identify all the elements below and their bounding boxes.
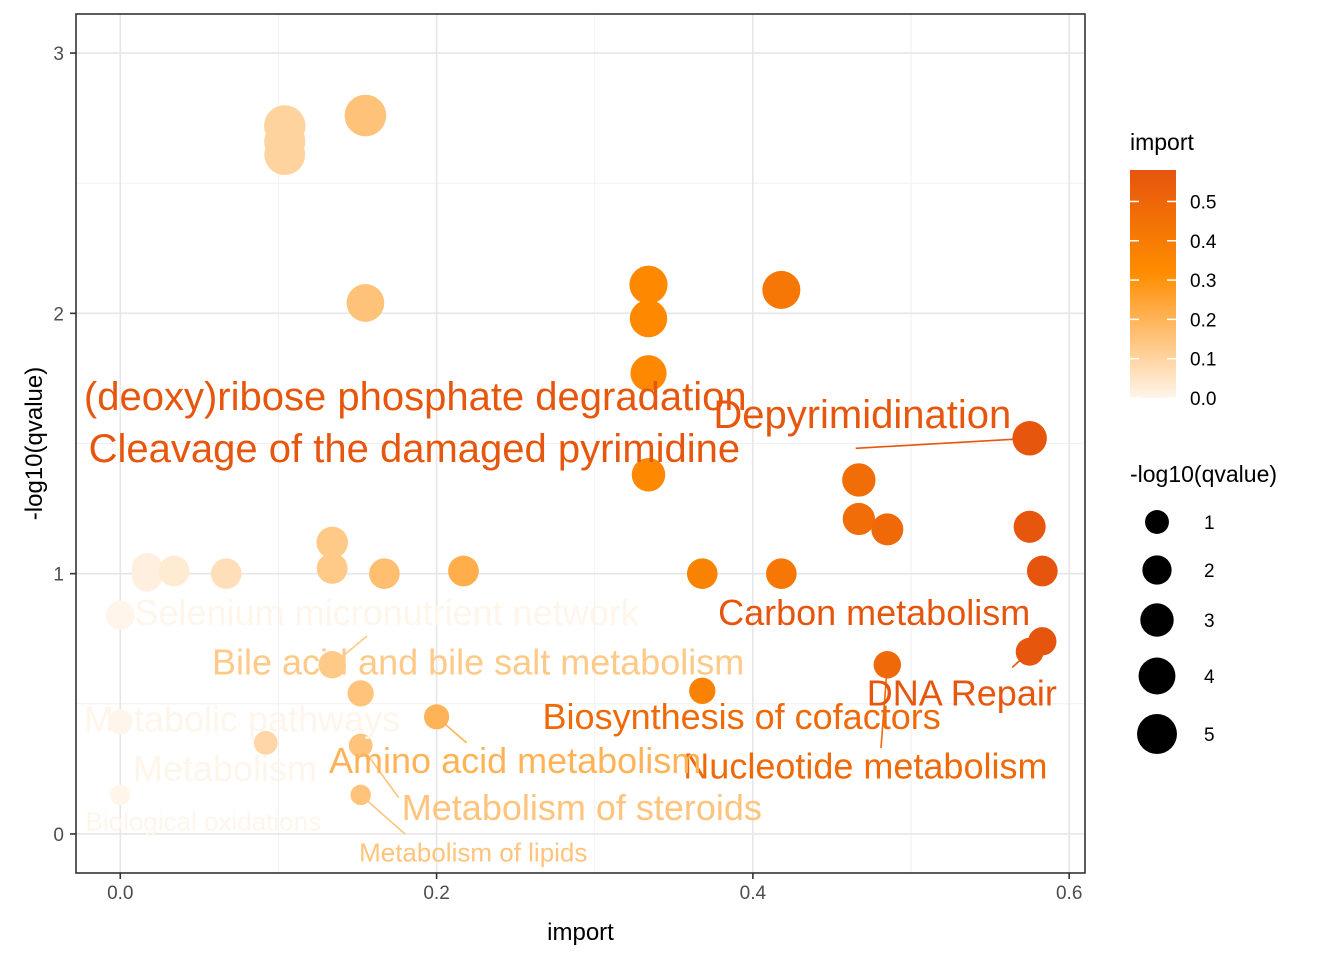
label-connector bbox=[436, 716, 468, 744]
label-connector bbox=[360, 794, 406, 835]
label-connectors bbox=[331, 437, 1031, 835]
size-legend-label: 2 bbox=[1204, 561, 1215, 582]
data-point bbox=[316, 553, 348, 584]
y-tick-label: 3 bbox=[53, 44, 64, 65]
data-point bbox=[131, 560, 163, 592]
color-legend-label: 0.1 bbox=[1190, 350, 1216, 371]
label-connector bbox=[880, 664, 889, 749]
point-label: Metabolic pathways bbox=[84, 699, 400, 740]
data-point bbox=[448, 555, 479, 587]
point-label: Metabolism of steroids bbox=[402, 787, 762, 828]
y-tick-label: 0 bbox=[53, 825, 64, 846]
plot-panel bbox=[76, 14, 1085, 873]
size-legend-label: 1 bbox=[1204, 513, 1215, 534]
y-tick-label: 1 bbox=[53, 565, 64, 586]
data-point bbox=[629, 299, 668, 338]
label-connector bbox=[1011, 651, 1031, 668]
size-legend-label: 5 bbox=[1204, 725, 1215, 746]
point-label: Metabolism bbox=[133, 748, 317, 789]
data-point bbox=[158, 555, 190, 587]
size-legend-key bbox=[1142, 555, 1172, 585]
point-label: Amino acid metabolism bbox=[329, 740, 701, 781]
x-tick-label: 0.0 bbox=[107, 883, 133, 904]
size-legend-label: 4 bbox=[1204, 667, 1215, 688]
point-label: Cleavage of the damaged pyrimidine bbox=[89, 427, 741, 471]
point-labels: (deoxy)ribose phosphate degradationDepyr… bbox=[84, 375, 1057, 868]
data-point bbox=[629, 265, 668, 304]
data-point bbox=[369, 558, 400, 589]
point-label: Biological oxidations bbox=[85, 806, 321, 836]
axes: 0.0 0.2 0.4 0.6 0 1 2 3 import -log10(qvalue) bbox=[21, 13, 1086, 946]
point-label: Biosynthesis of cofactors bbox=[543, 696, 941, 737]
color-legend-label: 0.4 bbox=[1190, 232, 1217, 253]
data-point bbox=[344, 94, 387, 137]
x-tick-label: 0.6 bbox=[1056, 883, 1082, 904]
x-axis-title: import bbox=[547, 919, 614, 946]
y-axis-title: -log10(qvalue) bbox=[21, 367, 48, 520]
data-point bbox=[346, 284, 385, 322]
data-point bbox=[110, 784, 131, 806]
color-legend-label: 0.5 bbox=[1190, 192, 1216, 213]
data-point bbox=[347, 680, 374, 707]
size-legend-title: -log10(qvalue) bbox=[1130, 461, 1277, 487]
data-point bbox=[871, 513, 904, 546]
data-point bbox=[689, 677, 716, 704]
points-layer bbox=[105, 94, 1058, 806]
size-legend-label: 3 bbox=[1204, 611, 1215, 632]
point-label: (deoxy)ribose phosphate degradation bbox=[84, 375, 747, 419]
data-point bbox=[107, 709, 133, 735]
size-legend-key bbox=[1137, 714, 1177, 754]
size-legend-key bbox=[1145, 510, 1169, 534]
label-connector bbox=[331, 635, 368, 666]
point-label: DNA Repair bbox=[867, 673, 1057, 714]
data-point bbox=[316, 526, 349, 559]
color-legend-bar bbox=[1130, 170, 1176, 398]
point-label: Metabolism of lipids bbox=[359, 838, 587, 868]
data-point bbox=[253, 730, 278, 755]
point-label: Nucleotide metabolism bbox=[683, 745, 1047, 786]
point-label: Selenium micronutrient network bbox=[135, 592, 640, 633]
data-point bbox=[766, 558, 797, 589]
color-legend-title: import bbox=[1130, 129, 1195, 155]
label-connector bbox=[855, 437, 1030, 450]
data-point bbox=[630, 355, 667, 392]
x-tick-label: 0.4 bbox=[740, 883, 767, 904]
point-label: Depyrimidination bbox=[713, 393, 1011, 437]
x-tick-label: 0.2 bbox=[423, 883, 449, 904]
data-point bbox=[631, 457, 666, 492]
data-point bbox=[1026, 555, 1058, 587]
data-point bbox=[842, 463, 876, 497]
data-point bbox=[264, 134, 306, 176]
point-label: Carbon metabolism bbox=[718, 592, 1030, 633]
size-legend-key bbox=[1140, 603, 1174, 637]
color-legend-label: 0.0 bbox=[1190, 389, 1216, 410]
color-legend-label: 0.3 bbox=[1190, 271, 1216, 292]
size-legend-key bbox=[1138, 657, 1176, 695]
data-point bbox=[762, 270, 801, 309]
data-point bbox=[842, 502, 875, 536]
panel-border bbox=[75, 13, 1086, 874]
point-label: Bile acid and bile salt metabolism bbox=[212, 641, 744, 682]
data-point bbox=[1013, 510, 1046, 543]
color-legend-label: 0.2 bbox=[1190, 310, 1216, 331]
y-tick-label: 2 bbox=[53, 304, 64, 325]
data-point bbox=[105, 600, 135, 630]
legends: import 0.0 0.1 0.2 0.3 0.4 0.5 -log10(qvalue) 1 2… bbox=[1130, 129, 1277, 754]
data-point bbox=[210, 558, 242, 589]
label-connector bbox=[360, 744, 400, 798]
data-point bbox=[686, 558, 718, 589]
